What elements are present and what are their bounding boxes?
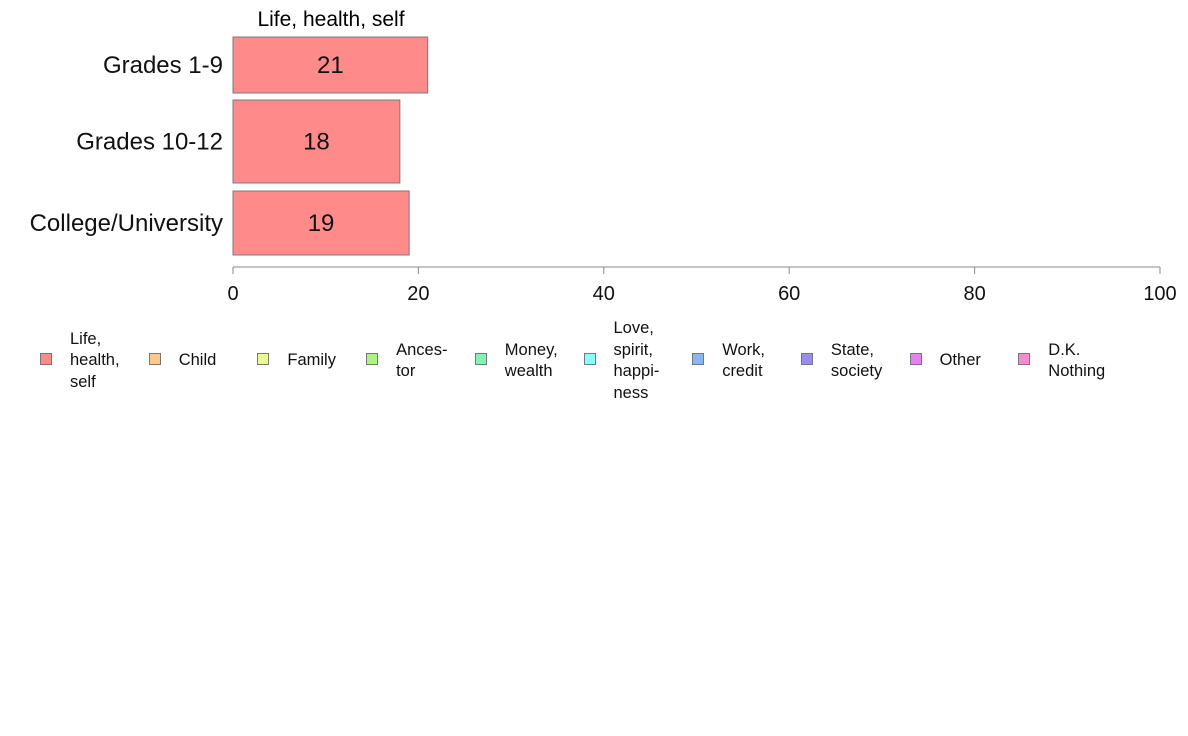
legend-swatch xyxy=(800,353,813,365)
legend-swatch xyxy=(148,353,161,365)
x-tick-label: 0 xyxy=(227,283,238,305)
legend-swatch xyxy=(692,353,705,365)
legend-label: Family xyxy=(287,351,336,370)
bar-2 xyxy=(232,99,401,184)
category-label: Grades 10-12 xyxy=(76,129,223,156)
bar-1 xyxy=(232,36,429,94)
x-tick-label: 40 xyxy=(593,283,615,305)
legend-swatch xyxy=(583,353,596,365)
x-tick-label: 60 xyxy=(778,283,800,305)
legend-swatch xyxy=(474,353,487,365)
bar-3 xyxy=(232,190,410,256)
bar-value-label: 19 xyxy=(308,210,335,237)
legend-swatch xyxy=(1018,353,1031,365)
legend-label: Love, spirit, happi- ness xyxy=(613,319,660,402)
x-tick-label: 100 xyxy=(1143,283,1176,305)
legend: Life, health, self Child Family Ances- tor M… xyxy=(0,316,1188,406)
category-labels: Grades 1-9 Grades 10-12 College/University xyxy=(30,52,223,237)
legend-label: Life, health, self xyxy=(70,329,120,391)
bar-value-label: 21 xyxy=(317,52,344,79)
legend-swatch xyxy=(40,353,52,365)
x-tick-label: 80 xyxy=(963,283,985,305)
panel-title: Life, health, self xyxy=(257,8,404,31)
category-label: College/University xyxy=(30,210,223,237)
legend-label: State, society xyxy=(830,340,883,381)
legend-swatch xyxy=(257,353,270,365)
legend-label: Child xyxy=(178,351,217,370)
legend-label: Other xyxy=(939,351,981,370)
category-label: Grades 1-9 xyxy=(103,52,223,79)
legend-swatch xyxy=(366,353,379,365)
bars-group: 21 18 19 xyxy=(232,36,429,256)
legend-label: D.K. Nothing xyxy=(1048,340,1106,381)
x-tick-label: 20 xyxy=(407,283,429,305)
legend-label: Ances- tor xyxy=(396,340,448,381)
legend-label: Work, credit xyxy=(722,340,765,381)
legend-swatch xyxy=(909,353,922,365)
legend-label: Money, wealth xyxy=(504,340,558,381)
bar-value-label: 18 xyxy=(303,129,330,156)
x-axis-ticks: 0 20 40 60 80 100 xyxy=(227,267,1177,305)
